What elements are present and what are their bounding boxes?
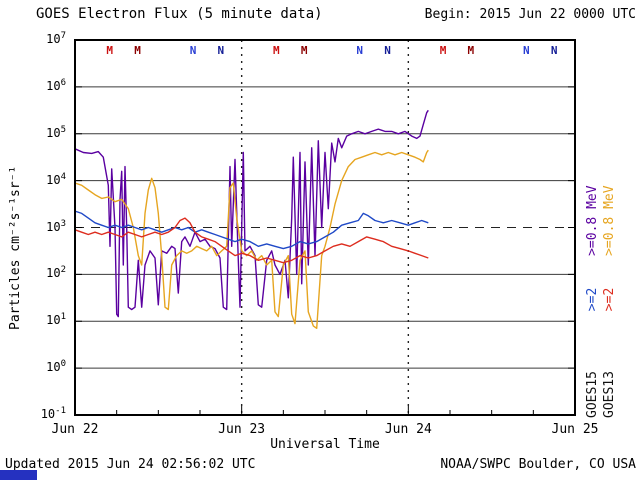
- bottom-left-blue-artifact: [0, 470, 37, 480]
- legend-goes15-ge2: >=2: [585, 287, 600, 312]
- y-axis-label: Particles cm⁻²s⁻¹sr⁻¹: [8, 165, 23, 330]
- satellite-marker: M: [440, 44, 447, 57]
- y-tick-label: 106: [46, 77, 66, 93]
- updated-timestamp: Updated 2015 Jun 24 02:56:02 UTC: [5, 457, 256, 472]
- x-tick-label: Jun 23: [218, 422, 265, 437]
- x-tick-label: Jun 25: [552, 422, 599, 437]
- satellite-marker: N: [190, 44, 197, 57]
- y-tick-label: 102: [46, 265, 66, 281]
- satellite-marker: N: [551, 44, 558, 57]
- legend-goes13-ge2: >=2: [602, 287, 617, 312]
- legend-goes13: GOES13 >=2 >=0.8 MeV: [602, 185, 617, 418]
- y-tick-label: 105: [46, 124, 66, 140]
- legend-goes13-ge08: >=0.8 MeV: [602, 185, 617, 256]
- legend-goes15-sat: GOES15: [585, 371, 600, 418]
- legend-goes13-sat: GOES13: [602, 371, 617, 418]
- satellite-marker: N: [218, 44, 225, 57]
- satellite-marker: M: [468, 44, 475, 57]
- satellite-marker: M: [301, 44, 308, 57]
- x-tick-label: Jun 24: [385, 422, 432, 437]
- legend-goes15: GOES15 >=2 >=0.8 MeV: [585, 185, 600, 418]
- legend-goes15-ge08: >=0.8 MeV: [585, 185, 600, 256]
- satellite-marker: N: [523, 44, 530, 57]
- satellite-marker: M: [106, 44, 113, 57]
- x-axis-label: Universal Time: [270, 437, 380, 452]
- page-title: GOES Electron Flux (5 minute data): [36, 6, 323, 22]
- y-tick-label: 103: [46, 218, 66, 234]
- x-tick-label: Jun 22: [52, 422, 99, 437]
- y-tick-label: 104: [46, 171, 66, 187]
- satellite-marker: N: [384, 44, 391, 57]
- begin-time-label: Begin: 2015 Jun 22 0000 UTC: [424, 7, 636, 22]
- y-tick-label: 100: [46, 359, 66, 375]
- y-tick-label: 10-1: [40, 406, 66, 421]
- y-tick-label: 101: [46, 312, 66, 328]
- satellite-marker: M: [273, 44, 280, 57]
- satellite-marker: N: [356, 44, 363, 57]
- source-credit: NOAA/SWPC Boulder, CO USA: [440, 457, 636, 472]
- satellite-marker: M: [134, 44, 141, 57]
- y-tick-label: 107: [46, 31, 66, 46]
